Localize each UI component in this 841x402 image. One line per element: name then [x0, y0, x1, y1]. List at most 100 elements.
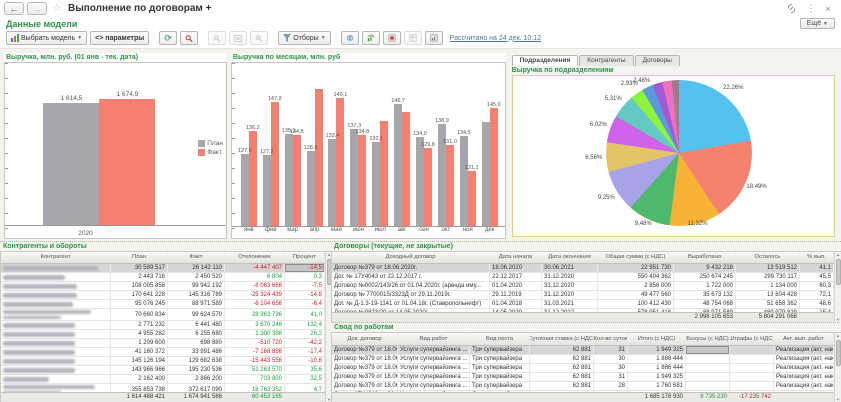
- bar-План-фев[interactable]: 127,2: [260, 149, 274, 226]
- table-row[interactable]: Дог. № 17У4043 от 22.12.2017 г. 22.12.201…: [332, 273, 834, 282]
- column-header[interactable]: Доходный договор: [332, 252, 490, 263]
- more-button[interactable]: Ещё ▼: [799, 18, 835, 29]
- favorite-star-icon[interactable]: ☆: [52, 3, 61, 14]
- bar-Факт-май[interactable]: 149,1: [334, 92, 347, 226]
- table-row[interactable]: 2 771 232 6 441 480 3 670 248 132,4: [1, 321, 325, 330]
- month-group-май[interactable]: 133,4 149,1: [325, 77, 347, 226]
- forward-button[interactable]: →: [27, 2, 47, 15]
- globe-button[interactable]: [340, 31, 359, 45]
- column-header[interactable]: Док. договор: [332, 333, 398, 345]
- tab-Договоры[interactable]: Договоры: [634, 55, 680, 66]
- table-row[interactable]: Договор №379 от 18.06... Услуги супервайз…: [332, 373, 834, 382]
- table-row[interactable]: 4 955 282 6 255 680 1 300 398 26,2: [1, 330, 325, 339]
- bar-Факт-янв[interactable]: 136,2: [246, 125, 260, 226]
- month-group-окт[interactable]: 138,9 131,0: [435, 77, 457, 226]
- scroll-down-icon[interactable]: ▼: [327, 397, 331, 402]
- table-row[interactable]: Договор №379 от 18.06... Услуги супервайз…: [332, 364, 834, 373]
- table-row[interactable]: Договор №379 от 18.06... Услуги супервайз…: [332, 346, 834, 355]
- bar-План-ноя[interactable]: 134,5: [457, 130, 471, 226]
- bar-Факт-мар[interactable]: 134,8: [290, 129, 304, 226]
- zoom-out-button[interactable]: [208, 31, 227, 45]
- table-row[interactable]: 143 966 966 195 230 536 51 263 570 35,6: [1, 366, 325, 375]
- parameters-button[interactable]: <> параметры: [90, 31, 150, 45]
- back-button[interactable]: ←: [4, 2, 24, 15]
- refresh-button[interactable]: ⟳: [159, 31, 178, 45]
- zoom-in-button[interactable]: [250, 31, 269, 45]
- month-group-ноя[interactable]: 134,5 121,1: [457, 77, 479, 226]
- chart-up-button[interactable]: [361, 31, 380, 45]
- table-row[interactable]: 70 660 834 99 624 570 28 963 736 41,0: [1, 309, 325, 321]
- column-header[interactable]: Осталось: [736, 252, 800, 263]
- bar-План-мар[interactable]: 135,1: [282, 128, 296, 226]
- scroll-down-icon[interactable]: ▼: [836, 317, 840, 322]
- bar-Факт-июн[interactable]: 134,8: [355, 129, 369, 226]
- column-header[interactable]: Дата начала: [490, 252, 542, 263]
- scroll-down-icon[interactable]: ▼: [836, 397, 840, 402]
- bar-План-май[interactable]: 133,4: [326, 133, 339, 226]
- calculated-at-link[interactable]: Рассчитано на 24 дек. 10:12: [449, 34, 542, 42]
- table-row[interactable]: 145 126 194 129 682 638 -15 443 556 -10,6: [1, 357, 325, 366]
- table-row[interactable]: 41 160 372 33 991 486 -7 168 886 -17,4: [1, 348, 325, 357]
- month-group-мар[interactable]: 135,1 134,8: [282, 77, 304, 226]
- kebab-menu-icon[interactable]: ⋮: [804, 3, 818, 14]
- column-header[interactable]: Выработано: [674, 252, 736, 263]
- month-group-дек[interactable]: 145,0: [479, 77, 501, 226]
- table-row[interactable]: 108 005 858 99 942 192 -8 063 666 -7,5: [1, 282, 325, 291]
- table-row[interactable]: Договор №0823/20 от 14.05.2020г.14.05.20…: [332, 309, 834, 312]
- table-row[interactable]: Дог. № Д-1.3-19-1141 от 01.04.18г. (Став…: [332, 300, 834, 309]
- vertical-scrollbar[interactable]: ▲ ▼: [834, 252, 841, 322]
- table-view-button[interactable]: [403, 31, 422, 45]
- bar-Факт-ноя[interactable]: 121,1: [465, 165, 479, 226]
- column-header[interactable]: Кол-во суток: [594, 333, 628, 345]
- bar-Факт-апр[interactable]: [314, 89, 323, 226]
- tab-Подразделения[interactable]: Подразделения: [511, 55, 579, 66]
- scroll-thumb[interactable]: [835, 340, 841, 366]
- tab-Контрагенты[interactable]: Контрагенты: [579, 55, 634, 66]
- month-group-авг[interactable]: 146,7: [391, 77, 413, 226]
- table-row[interactable]: Договор №0002/143/26 от 01.04.2020г. (ар…: [332, 282, 834, 291]
- column-header[interactable]: Вид работ: [398, 333, 470, 345]
- month-group-июн[interactable]: 137,3 134,8: [347, 77, 369, 226]
- table-row[interactable]: Договор №379 от 18.06... Услуги супервайз…: [332, 382, 834, 391]
- table-row[interactable]: Договор №379 от 18.06... Услуги супервайз…: [332, 355, 834, 364]
- table-row[interactable]: 2 162 400 2 866 200 703 800 32,5: [1, 375, 325, 384]
- column-header[interactable]: Дата окончания: [542, 252, 598, 263]
- bar-Факт-сен[interactable]: 129,8: [421, 142, 435, 226]
- table-row[interactable]: 170 641 228 145 316 789 -25 324 439 -14,8: [1, 291, 325, 300]
- column-header[interactable]: Штрафы (с НДС): [730, 333, 774, 345]
- bar-План-июн[interactable]: 137,3: [347, 123, 361, 226]
- vertical-scrollbar[interactable]: ▲ ▼: [834, 333, 841, 402]
- table-row[interactable]: Договор №379 от 18.06.2020г. 18.06.2020 30…: [332, 264, 834, 273]
- column-header[interactable]: Бонусы (с НДС): [686, 333, 730, 345]
- column-header[interactable]: Процент: [285, 252, 325, 263]
- column-header[interactable]: Факт: [168, 252, 225, 263]
- bar-План-апр[interactable]: 128,8: [304, 145, 317, 226]
- bar-Факт-дек[interactable]: 145,0: [487, 102, 501, 226]
- column-header[interactable]: Отклонение: [225, 252, 285, 263]
- bar-План[interactable]: 1 614,5: [43, 95, 100, 225]
- bar-Факт-июл[interactable]: [380, 120, 389, 226]
- bar-План-авг[interactable]: 146,7: [391, 98, 405, 226]
- monthly-chart-plot[interactable]: 127,6 136,2 127,2 147,3 135,1 134,8 128,8 133,4…: [230, 62, 506, 239]
- column-header[interactable]: План: [111, 252, 168, 263]
- pie-chart-plot[interactable]: 22,26% 18,49% 11,32% 9,48% 9,25% 6,56% 6,02% 5,…: [511, 75, 835, 237]
- month-group-фев[interactable]: 127,2 147,3: [260, 77, 282, 226]
- pie-chart[interactable]: [605, 80, 752, 226]
- record-button[interactable]: [382, 31, 401, 45]
- scroll-up-icon[interactable]: ▲: [327, 252, 331, 257]
- table-row[interactable]: 30 589 517 26 142 110 -4 447 407 -14,5: [1, 264, 325, 273]
- column-header[interactable]: % вып.: [800, 252, 834, 263]
- table-row[interactable]: Дог. № 17У4043 от 22...Услуги супервайзи…: [332, 391, 834, 392]
- bar-План-дек[interactable]: [481, 121, 490, 226]
- table-row[interactable]: 355 853 738 372 617 090 16 763 352 4,7: [1, 384, 325, 392]
- column-header[interactable]: Суточная ставка (с НДС): [530, 333, 594, 345]
- table-row[interactable]: 1 209 600 698 880 -510 720 -42,2: [1, 339, 325, 348]
- column-header[interactable]: Акт. вып. работ: [774, 333, 834, 345]
- select-model-button[interactable]: Выбрать модель ▼: [6, 31, 88, 45]
- column-header[interactable]: Общая сумма (с НДС): [598, 252, 674, 263]
- bar-Факт-окт[interactable]: 131,0: [443, 139, 457, 226]
- column-header[interactable]: Вид поста: [470, 333, 530, 345]
- month-group-июл[interactable]: 132,1: [369, 77, 391, 226]
- column-header[interactable]: Контрагент: [1, 252, 111, 263]
- report-button[interactable]: [424, 31, 443, 45]
